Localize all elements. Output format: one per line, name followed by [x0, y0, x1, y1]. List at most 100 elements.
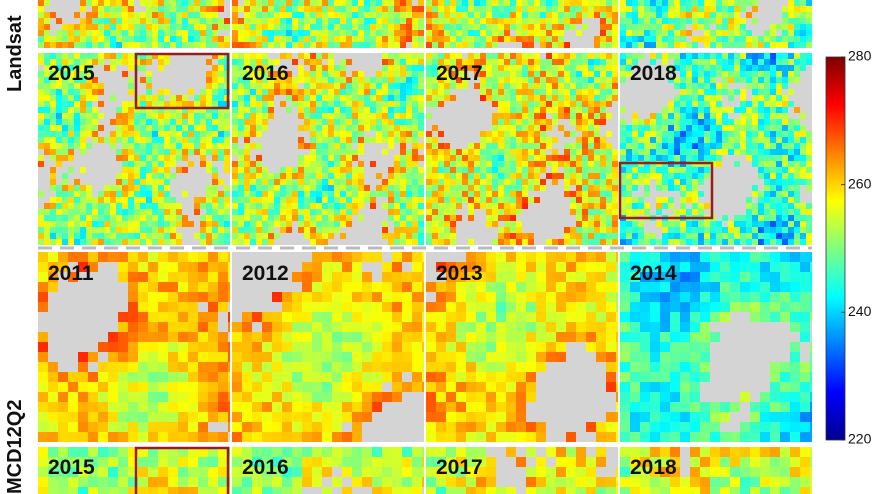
map-cell: [594, 227, 600, 233]
map-cell: [128, 77, 134, 83]
map-cell: [570, 203, 576, 209]
map-cell: [394, 89, 400, 95]
map-cell: [188, 59, 194, 65]
map-cell: [570, 77, 576, 83]
map-cell: [138, 372, 148, 382]
map-cell: [280, 131, 286, 137]
map-cell: [282, 282, 292, 292]
map-cell: [492, 191, 498, 197]
map-cell: [352, 457, 362, 467]
map-cell: [212, 6, 218, 12]
map-cell: [168, 302, 178, 312]
map-cell: [364, 83, 370, 89]
map-cell: [262, 382, 272, 392]
map-cell: [456, 239, 462, 245]
map-cell: [382, 155, 388, 161]
map-cell: [218, 12, 224, 18]
map-cell: [238, 71, 244, 77]
map-cell: [74, 203, 80, 209]
map-cell: [158, 372, 168, 382]
map-cell: [556, 292, 566, 302]
map-cell: [392, 332, 402, 342]
map-cell: [364, 30, 370, 36]
map-cell: [218, 18, 224, 24]
map-cell: [178, 302, 188, 312]
map-cell: [342, 457, 352, 467]
map-cell: [376, 42, 382, 48]
map-cell: [298, 143, 304, 149]
map-cell: [178, 412, 188, 422]
map-cell: [422, 362, 424, 372]
map-cell: [98, 372, 108, 382]
map-cell: [438, 71, 444, 77]
map-cell: [108, 272, 118, 282]
map-cell: [164, 71, 170, 77]
map-cell: [218, 209, 224, 215]
map-cell: [194, 36, 200, 42]
map-cell: [462, 125, 468, 131]
map-cell: [304, 209, 310, 215]
map-cell: [332, 487, 342, 494]
map-cell: [552, 71, 558, 77]
map-cell: [116, 59, 122, 65]
map-cell: [492, 131, 498, 137]
map-cell: [218, 77, 224, 83]
map-cell: [242, 282, 252, 292]
map-cell: [98, 447, 108, 457]
map-cell: [450, 179, 456, 185]
map-cell: [462, 95, 468, 101]
map-cell: [168, 332, 178, 342]
map-cell: [208, 477, 218, 487]
map-cell: [116, 197, 122, 203]
map-cell: [352, 352, 362, 362]
map-cell: [50, 203, 56, 209]
map-cell: [358, 83, 364, 89]
map-cell: [286, 167, 292, 173]
map-cell: [418, 89, 424, 95]
map-cell: [74, 221, 80, 227]
map-cell: [128, 161, 134, 167]
map-cell: [322, 173, 328, 179]
map-cell: [244, 12, 250, 18]
map-cell: [492, 77, 498, 83]
map-cell: [438, 95, 444, 101]
map-cell: [504, 137, 510, 143]
map-cell: [516, 332, 526, 342]
map-cell: [56, 53, 62, 59]
map-cell: [466, 272, 476, 282]
map-cell: [462, 203, 468, 209]
map-cell: [292, 18, 298, 24]
map-cell: [418, 203, 424, 209]
map-cell: [576, 215, 582, 221]
map-cell: [182, 18, 188, 24]
map-cell: [406, 107, 412, 113]
map-cell: [272, 302, 282, 312]
map-cell: [38, 209, 44, 215]
map-cell: [462, 119, 468, 125]
map-cell: [376, 239, 382, 245]
map-cell: [244, 173, 250, 179]
map-cell: [516, 191, 522, 197]
map-cell: [332, 412, 342, 422]
map-cell: [250, 42, 256, 48]
map-cell: [412, 113, 418, 119]
map-cell: [480, 197, 486, 203]
map-cell: [438, 149, 444, 155]
map-cell: [158, 131, 164, 137]
map-cell: [108, 332, 118, 342]
map-cell: [370, 125, 376, 131]
map-cell: [92, 77, 98, 83]
map-cell: [388, 131, 394, 137]
map-cell: [44, 71, 50, 77]
map-cell: [418, 191, 424, 197]
map-cell: [122, 65, 128, 71]
map-cell: [250, 137, 256, 143]
map-cell: [418, 173, 424, 179]
map-cell: [402, 422, 412, 432]
map-cell: [504, 42, 510, 48]
map-cell: [198, 292, 208, 302]
map-cell: [352, 0, 358, 6]
map-cell: [432, 179, 438, 185]
map-cell: [510, 239, 516, 245]
map-cell: [206, 24, 212, 30]
